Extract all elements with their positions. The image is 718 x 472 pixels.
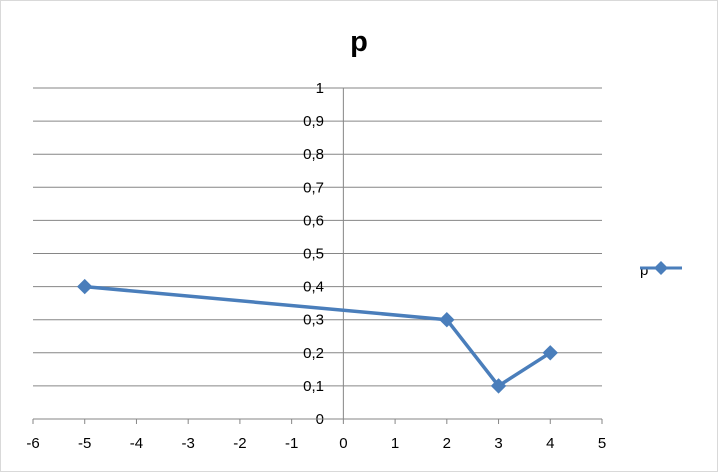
y-tick-label: 0,4 bbox=[303, 279, 324, 296]
y-tick-label: 0,7 bbox=[303, 179, 324, 196]
x-tick-label: -5 bbox=[78, 435, 91, 452]
x-tick-label: -1 bbox=[285, 435, 298, 452]
legend: p bbox=[640, 260, 682, 280]
y-tick-label: 0,3 bbox=[303, 312, 324, 329]
x-tick-label: -2 bbox=[233, 435, 246, 452]
y-tick-label: 0,5 bbox=[303, 246, 324, 263]
y-tick-label: 0,6 bbox=[303, 212, 324, 229]
x-tick-label: -3 bbox=[182, 435, 195, 452]
x-tick-label: -6 bbox=[26, 435, 39, 452]
x-tick-label: 2 bbox=[443, 435, 451, 452]
x-tick-label: 4 bbox=[546, 435, 554, 452]
x-tick-label: 3 bbox=[494, 435, 502, 452]
data-point bbox=[542, 345, 558, 361]
series-line bbox=[84, 284, 552, 388]
data-point bbox=[77, 278, 93, 295]
x-tick-label: -4 bbox=[130, 435, 143, 452]
y-tick-label: 0,8 bbox=[303, 146, 324, 163]
x-tick-label: 0 bbox=[339, 435, 347, 452]
y-tick-label: 0,9 bbox=[303, 113, 324, 130]
legend-swatch bbox=[640, 261, 682, 275]
data-point bbox=[490, 378, 507, 394]
legend-label: p bbox=[640, 261, 649, 279]
chart-title: p bbox=[350, 26, 368, 58]
y-tick-label: 0,2 bbox=[303, 345, 324, 362]
data-point bbox=[439, 311, 455, 328]
y-tick-label: 1 bbox=[316, 80, 324, 97]
x-tick-label: 5 bbox=[598, 435, 606, 452]
x-tick-label: 1 bbox=[391, 435, 399, 452]
y-tick-label: 0,1 bbox=[303, 378, 324, 395]
